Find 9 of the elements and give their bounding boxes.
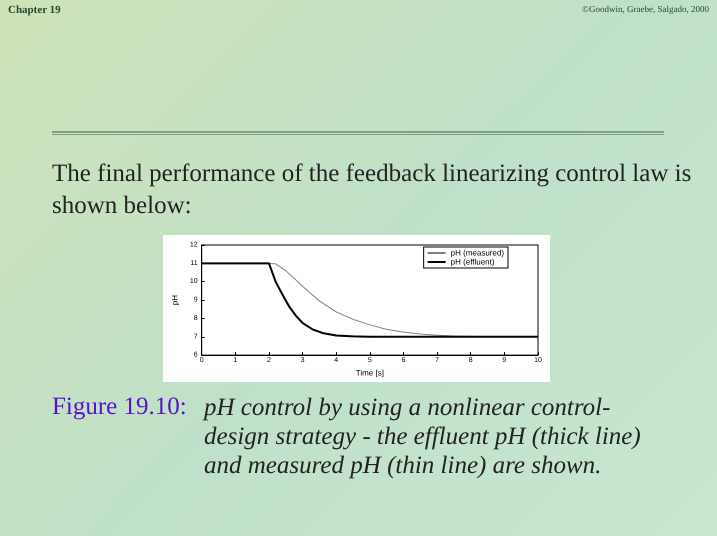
legend-label: pH (measured) xyxy=(450,248,504,258)
text: pH control by using a nonlinear control-design strategy - the effluent pH (thick line) and measured pH (thin line) are shown. xyxy=(204,393,642,480)
text: ©Goodwin, Graebe, Salgado, 2000 xyxy=(582,4,709,14)
x-axis-title: Time [s] xyxy=(356,368,384,378)
chart-title: The final performance of the feedback linearizing control law is shown below: xyxy=(52,159,692,221)
legend-label: pH (effluent) xyxy=(450,258,495,266)
text: Chapter 19 xyxy=(8,4,61,16)
y-axis-title: pH xyxy=(170,294,180,306)
caption: Figure 19.10: xyxy=(52,393,187,421)
